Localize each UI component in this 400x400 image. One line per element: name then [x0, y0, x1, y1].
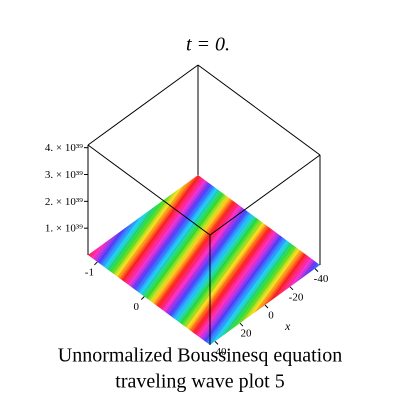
surface-mesh: [88, 175, 320, 345]
x-axis-label: x: [284, 319, 291, 333]
box-edge: [87, 144, 211, 236]
x-tick: [239, 322, 244, 327]
z-tick-label: 2. × 10³⁹: [45, 196, 83, 208]
box-edge: [87, 64, 199, 146]
caption-line: traveling wave plot 5: [115, 371, 284, 393]
z-tick-label: 1. × 10³⁹: [45, 223, 83, 235]
x-tick: [289, 286, 294, 291]
x-tick-label: 40: [216, 346, 228, 358]
z-tick-label: 4. × 10³⁹: [45, 142, 83, 154]
x-tick-label: 20: [241, 328, 253, 340]
x-tick: [314, 268, 319, 272]
caption-line: Unnormalized Boussinesq equation: [58, 345, 342, 367]
x-tick: [214, 341, 219, 345]
z-tick-label: 3. × 10³⁹: [45, 169, 83, 181]
y-tick: [140, 296, 145, 300]
box-edge: [209, 154, 321, 236]
x-tick-label: 0: [268, 310, 274, 322]
y-tick: [94, 261, 98, 266]
chart-title: t = 0.: [186, 34, 230, 56]
y-tick-label: 0: [134, 301, 140, 313]
y-tick-label: -1: [85, 266, 94, 278]
box-edge: [197, 64, 321, 156]
x-tick-label: -40: [314, 273, 329, 285]
x-tick-label: -20: [289, 291, 304, 303]
x-tick: [264, 304, 269, 309]
